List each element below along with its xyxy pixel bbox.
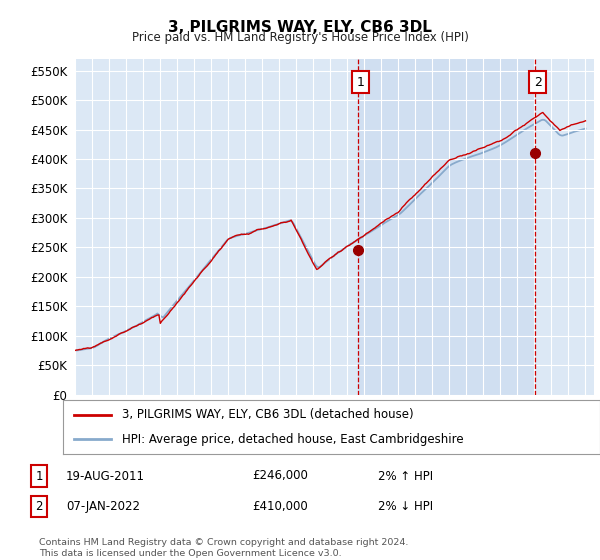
Text: 3, PILGRIMS WAY, ELY, CB6 3DL (detached house): 3, PILGRIMS WAY, ELY, CB6 3DL (detached … — [122, 408, 413, 421]
Text: 2: 2 — [35, 500, 43, 514]
Text: HPI: Average price, detached house, East Cambridgeshire: HPI: Average price, detached house, East… — [122, 433, 464, 446]
Text: 19-AUG-2011: 19-AUG-2011 — [66, 469, 145, 483]
Text: 2: 2 — [534, 76, 542, 89]
Text: Contains HM Land Registry data © Crown copyright and database right 2024.
This d: Contains HM Land Registry data © Crown c… — [39, 538, 409, 558]
Text: Price paid vs. HM Land Registry's House Price Index (HPI): Price paid vs. HM Land Registry's House … — [131, 31, 469, 44]
Bar — [358, 59, 535, 395]
Text: 2% ↑ HPI: 2% ↑ HPI — [378, 469, 433, 483]
Text: 2% ↓ HPI: 2% ↓ HPI — [378, 500, 433, 514]
Text: 07-JAN-2022: 07-JAN-2022 — [66, 500, 140, 514]
Text: £410,000: £410,000 — [252, 500, 308, 514]
Text: 1: 1 — [35, 469, 43, 483]
Text: 3, PILGRIMS WAY, ELY, CB6 3DL: 3, PILGRIMS WAY, ELY, CB6 3DL — [168, 20, 432, 35]
Text: 1: 1 — [356, 76, 364, 89]
Text: £246,000: £246,000 — [252, 469, 308, 483]
